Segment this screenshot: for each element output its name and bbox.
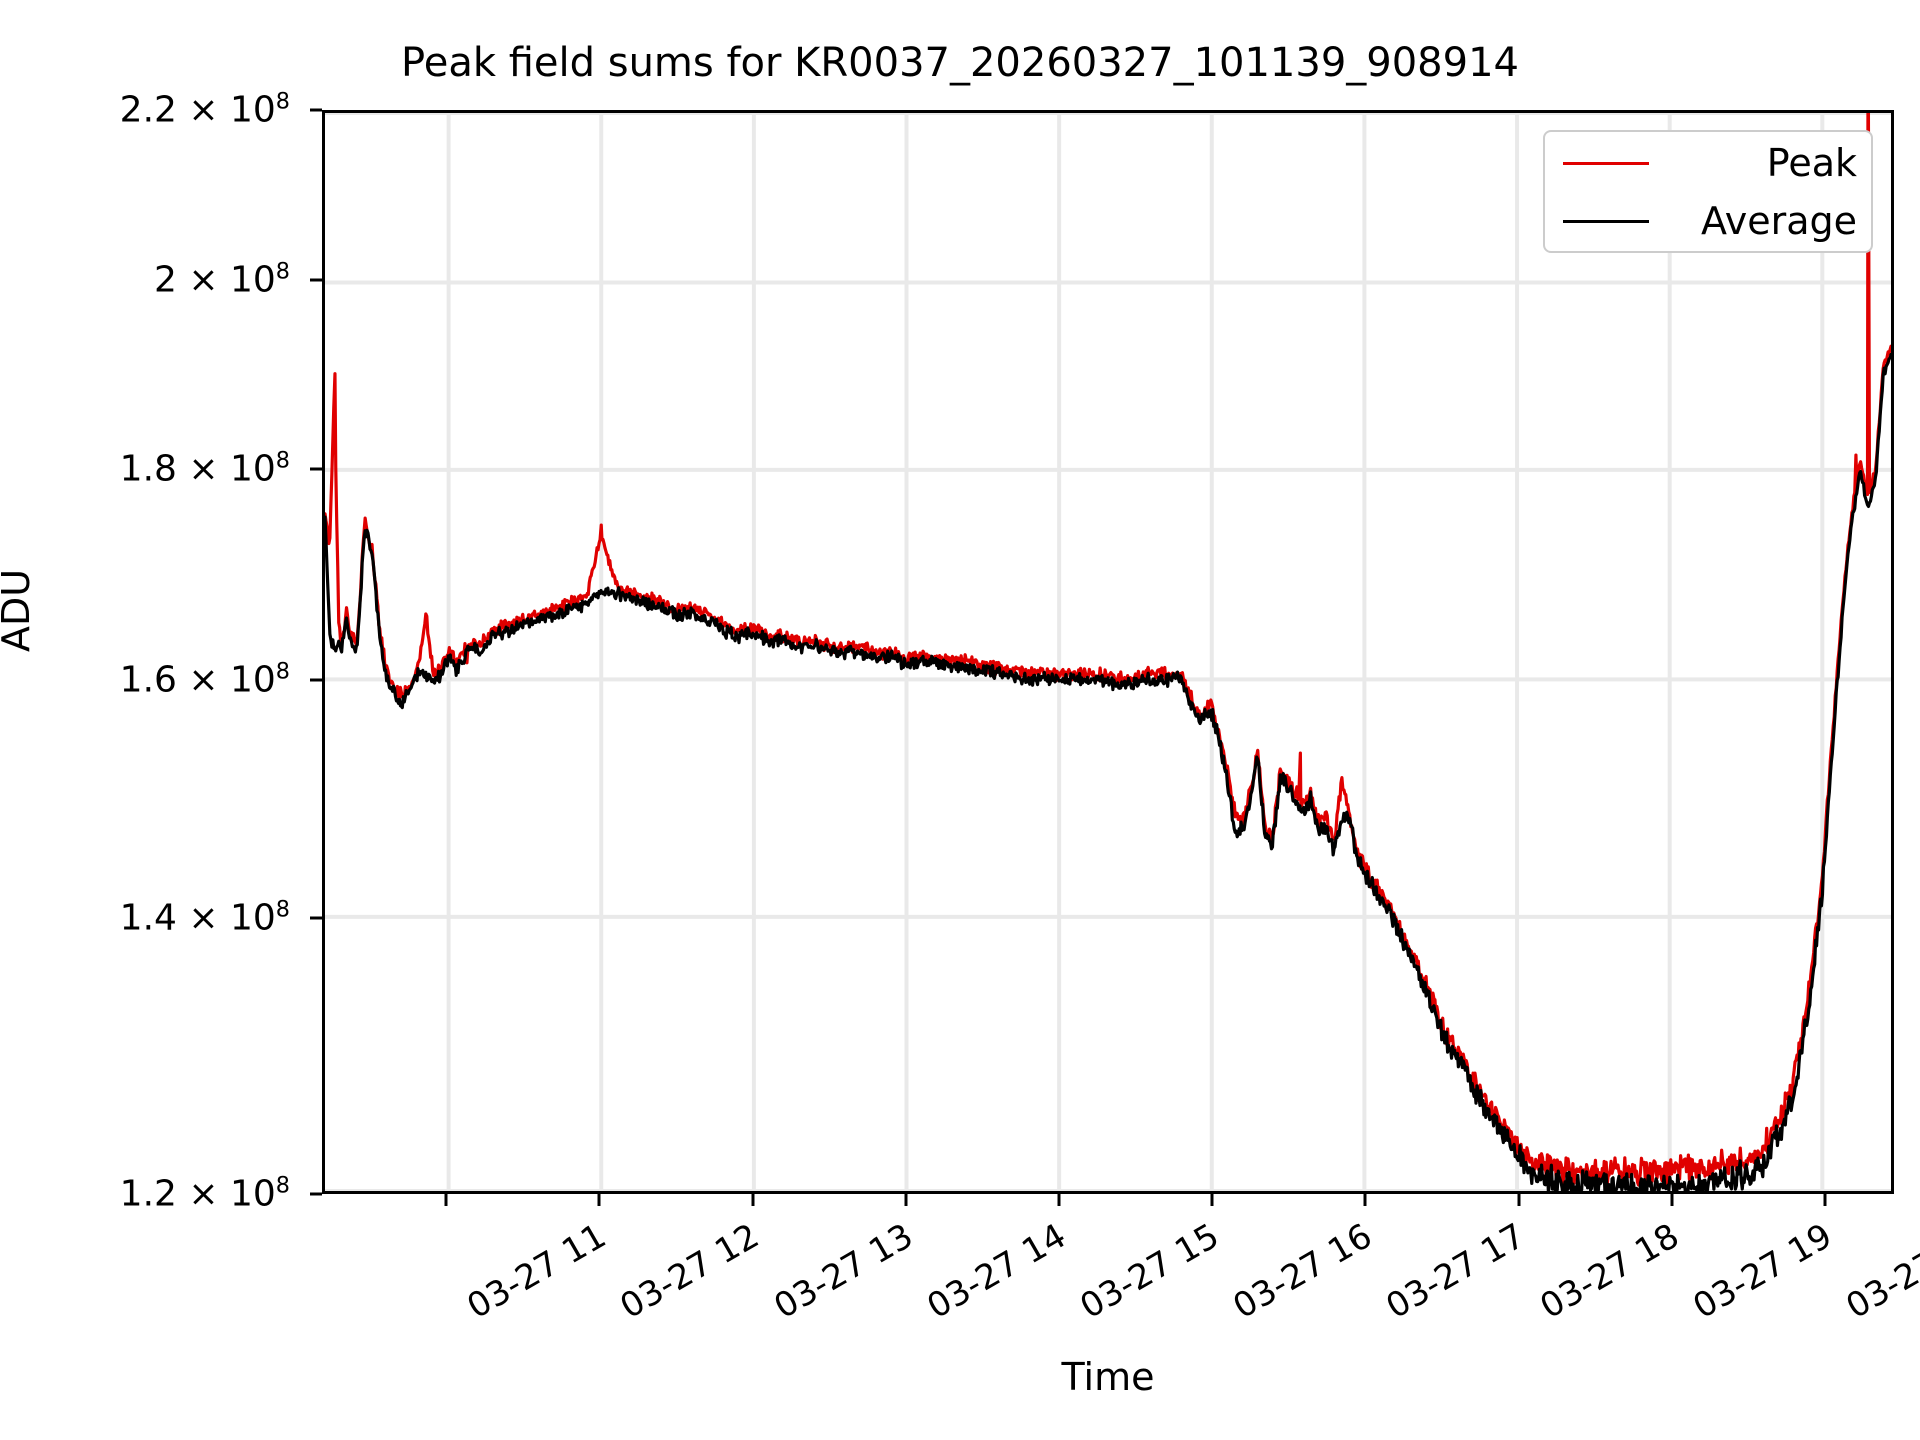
page-title: Peak field sums for KR0037_20260327_1011… — [401, 40, 1519, 86]
legend-swatch-peak-icon — [1563, 161, 1649, 165]
x-tick-label: 03-27 18 — [1533, 1216, 1686, 1328]
series-lines — [325, 113, 1891, 1191]
x-tick-mark — [444, 1194, 448, 1206]
x-tick-label: 03-27 11 — [460, 1216, 613, 1328]
legend-swatch-average-icon — [1563, 219, 1649, 223]
gridlines — [325, 113, 1891, 1191]
y-tick-label: 2 × 108 — [154, 258, 290, 301]
x-tick-mark — [1670, 1194, 1674, 1206]
x-tick-label: 03-27 15 — [1073, 1216, 1226, 1328]
legend-label-average: Average — [1700, 199, 1857, 243]
series-line-peak — [325, 113, 1891, 1188]
x-tick-label: 03-27 20 — [1839, 1216, 1920, 1328]
y-tick-label: 1.8 × 108 — [119, 447, 290, 490]
x-tick-label: 03-27 14 — [920, 1216, 1073, 1328]
y-axis-tick-labels: 2.2 × 108 2 × 108 1.8 × 108 1.6 × 108 1.4 × … — [0, 0, 310, 1440]
x-axis-title: Time — [1061, 1355, 1155, 1399]
y-tick-mark — [310, 1192, 322, 1196]
y-tick-label: 1.6 × 108 — [119, 658, 290, 701]
y-tick-mark — [310, 108, 322, 112]
x-tick-mark — [597, 1194, 601, 1206]
x-tick-label: 03-27 17 — [1379, 1216, 1533, 1328]
y-tick-label: 1.2 × 108 — [119, 1172, 290, 1215]
legend-label-peak: Peak — [1766, 141, 1857, 185]
x-tick-label: 03-27 16 — [1226, 1216, 1380, 1328]
y-tick-label: 1.4 × 108 — [119, 896, 290, 939]
legend-item-average: Average — [1545, 196, 1875, 246]
y-tick-mark — [310, 916, 322, 920]
y-tick-label: 2.2 × 108 — [119, 88, 290, 131]
x-tick-label: 03-27 13 — [767, 1216, 920, 1328]
x-tick-mark — [1823, 1194, 1827, 1206]
y-tick-mark — [310, 278, 322, 282]
plot-area — [322, 110, 1894, 1194]
y-tick-mark — [310, 678, 322, 682]
x-tick-label: 03-27 19 — [1686, 1216, 1839, 1328]
y-tick-mark — [310, 467, 322, 471]
x-tick-mark — [1210, 1194, 1214, 1206]
x-tick-mark — [904, 1194, 908, 1206]
x-tick-mark — [1057, 1194, 1061, 1206]
plot-svg — [325, 113, 1891, 1191]
legend: Peak Average — [1543, 130, 1873, 253]
series-line-average — [325, 352, 1891, 1191]
legend-item-peak: Peak — [1545, 138, 1875, 188]
x-tick-mark — [751, 1194, 755, 1206]
x-tick-mark — [1363, 1194, 1367, 1206]
x-tick-mark — [1517, 1194, 1521, 1206]
x-tick-label: 03-27 12 — [613, 1216, 767, 1328]
